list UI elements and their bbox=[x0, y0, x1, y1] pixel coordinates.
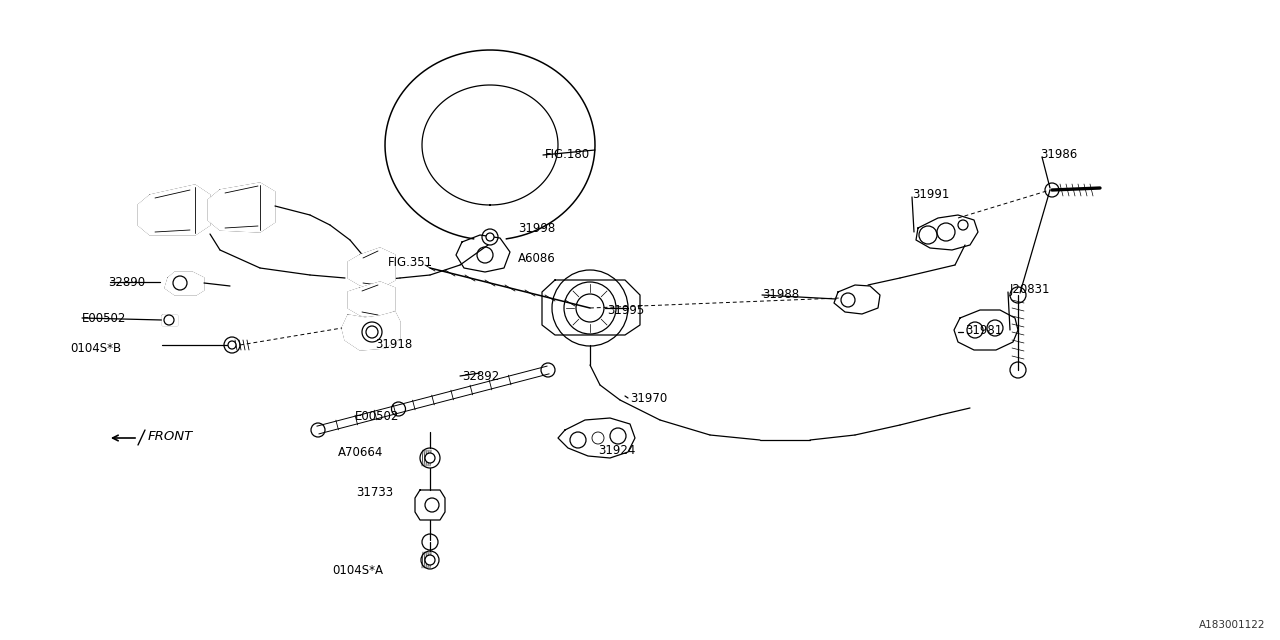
Polygon shape bbox=[342, 312, 399, 350]
Text: FIG.351: FIG.351 bbox=[388, 255, 433, 269]
Text: 31998: 31998 bbox=[518, 221, 556, 234]
Text: 0104S*B: 0104S*B bbox=[70, 342, 122, 355]
Text: 31991: 31991 bbox=[911, 189, 950, 202]
Text: FRONT: FRONT bbox=[148, 431, 193, 444]
Polygon shape bbox=[165, 272, 204, 295]
Text: E00502: E00502 bbox=[82, 312, 127, 324]
Text: 31918: 31918 bbox=[375, 339, 412, 351]
Text: 31733: 31733 bbox=[356, 486, 393, 499]
Text: A6086: A6086 bbox=[518, 252, 556, 264]
Text: 0104S*A: 0104S*A bbox=[332, 563, 383, 577]
Circle shape bbox=[425, 555, 435, 565]
Polygon shape bbox=[163, 315, 177, 325]
Text: 31970: 31970 bbox=[630, 392, 667, 404]
Text: 32890: 32890 bbox=[108, 275, 145, 289]
Circle shape bbox=[425, 453, 435, 463]
Text: 32892: 32892 bbox=[462, 369, 499, 383]
Polygon shape bbox=[348, 248, 396, 288]
Polygon shape bbox=[348, 282, 396, 318]
Text: 31981: 31981 bbox=[965, 323, 1002, 337]
Text: 31924: 31924 bbox=[598, 444, 635, 456]
Text: E00502: E00502 bbox=[355, 410, 399, 422]
Circle shape bbox=[228, 341, 236, 349]
Text: 31986: 31986 bbox=[1039, 148, 1078, 161]
Text: FIG.180: FIG.180 bbox=[545, 148, 590, 161]
Text: A70664: A70664 bbox=[338, 445, 384, 458]
Text: A183001122: A183001122 bbox=[1198, 620, 1265, 630]
Text: J20831: J20831 bbox=[1010, 284, 1051, 296]
Circle shape bbox=[486, 233, 494, 241]
Text: 31995: 31995 bbox=[607, 303, 644, 317]
Text: 31988: 31988 bbox=[762, 289, 799, 301]
Polygon shape bbox=[138, 185, 210, 235]
Polygon shape bbox=[207, 183, 275, 232]
Circle shape bbox=[957, 220, 968, 230]
